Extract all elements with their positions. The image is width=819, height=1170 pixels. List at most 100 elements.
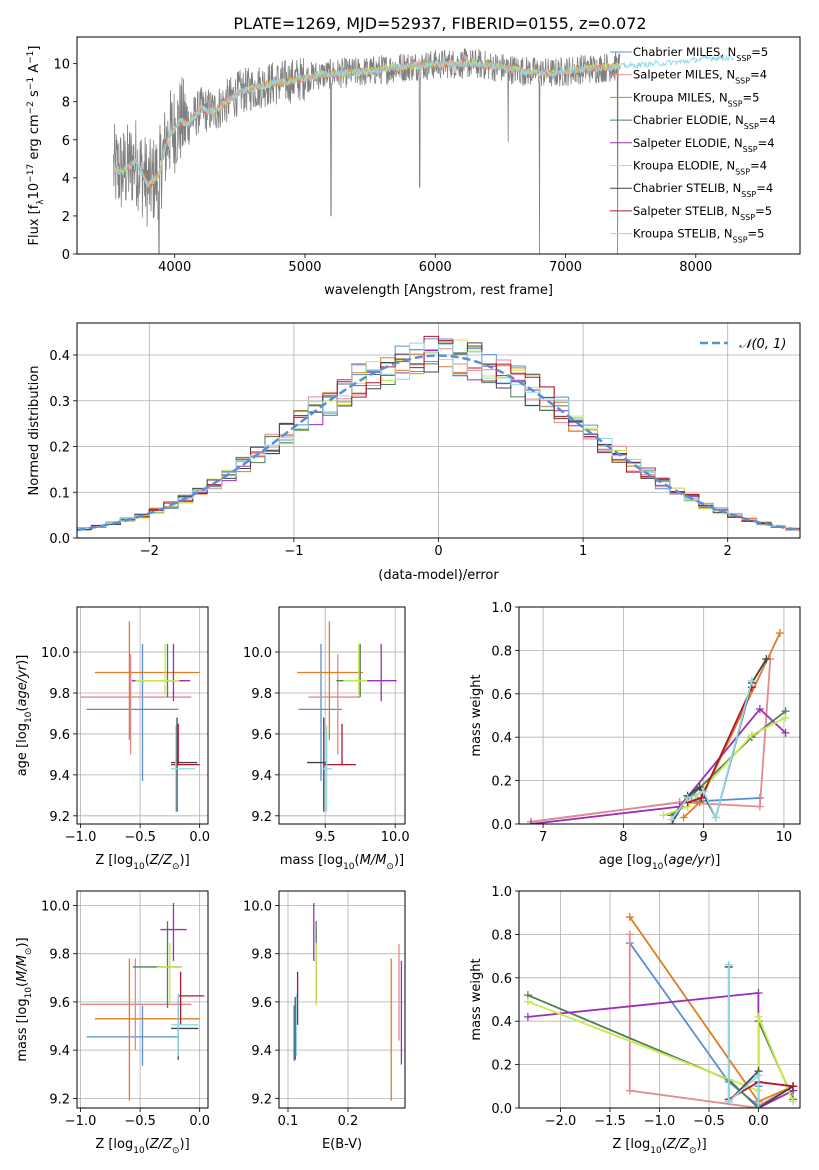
mass_vs_Z-ytick-label: 9.8 <box>49 948 70 963</box>
weight-point-marker <box>724 1097 733 1106</box>
weight-point-marker <box>667 815 676 824</box>
mass_vs_EBV-ytick-label: 9.6 <box>251 996 272 1011</box>
legend-entry: Chabrier STELIB, NSSP=4 <box>633 181 773 199</box>
age_vs_Z-xlabel-part: ⊙ <box>172 862 180 872</box>
legend-entry: Kroupa ELODIE, NSSP=4 <box>633 159 767 177</box>
spectrum-ylabel-part: erg cm <box>27 114 42 163</box>
mass_vs_EBV-ytick-label: 10.0 <box>243 899 272 914</box>
spectrum-ylabel-part: λ <box>36 199 46 205</box>
spectrum-frame <box>76 36 801 255</box>
mass_vs_Z-xtick-label: −1.0 <box>65 1114 97 1129</box>
age_vs_mass-xlabel-part: )] <box>394 853 404 868</box>
mass_vs_Z-frame <box>76 890 209 1109</box>
spectrum-ticks: 4000 5000 6000 7000 8000 0 2 4 6 8 10 <box>53 58 712 275</box>
mass_vs_EBV-ytick-label: 9.8 <box>251 948 272 963</box>
mass_weight_vs_age-xtick-label: 10 <box>776 830 793 845</box>
mass_weight_vs_age-frame <box>518 606 801 825</box>
normal-curve <box>77 354 800 532</box>
mass_vs_Z-ytick-label: 9.2 <box>49 1092 70 1107</box>
spectrum-ylabel-part: Flux [f <box>27 204 42 245</box>
legend-text: Kroupa STELIB, N <box>633 227 733 241</box>
mass_vs_Z-xlabel-part: Z/Z <box>149 1137 173 1152</box>
mass_vs_Z-xlabel: Z [log10(Z/Z⊙)] <box>95 1137 189 1156</box>
mass_vs_Z-ylabel-part: )] <box>15 937 30 947</box>
weight-point-marker <box>789 1082 798 1091</box>
residuals-xtick-label: −1 <box>284 544 303 559</box>
age_vs_Z-ylabel-part: ( <box>15 707 30 712</box>
age_vs_Z-ytick-label: 9.6 <box>49 728 70 743</box>
mass_weight_vs_age-ytick-label: 0.0 <box>491 818 512 833</box>
age_vs_mass-ytick-label: 9.6 <box>251 728 272 743</box>
mass_weight_vs_Z-ytick-label: 0.2 <box>491 1059 512 1074</box>
legend-sub: SSP <box>743 144 758 153</box>
residuals-xtick-label: 1 <box>579 544 587 559</box>
legend-sub: SSP <box>744 122 759 131</box>
mass_vs_Z-xlabel-part: ( <box>145 1137 150 1152</box>
mass_vs_EBV-plot-area <box>293 903 403 1101</box>
weight-point-marker <box>747 731 756 740</box>
age_vs_mass-xlabel-part: ( <box>355 853 360 868</box>
legend-tail: =5 <box>743 90 760 104</box>
age_vs_Z-xtick-label: −0.5 <box>124 830 156 845</box>
mass_vs_Z-ytick-label: 9.6 <box>49 996 70 1011</box>
mass_weight_vs_age-ticks: 7 8 9 10 0.0 0.2 0.4 0.6 0.8 1.0 <box>491 601 792 845</box>
residuals-xtick-label: 2 <box>724 544 732 559</box>
legend-entry: Salpeter MILES, NSSP=4 <box>633 68 767 86</box>
residuals-histogram <box>77 342 800 531</box>
age_vs_Z-xlabel-part: ( <box>145 853 150 868</box>
mass_vs_EBV-xlabel: E(B-V) <box>322 1137 362 1152</box>
mass_vs_EBV-xtick-label: 0.2 <box>338 1114 359 1129</box>
weight-point-marker <box>527 820 536 824</box>
legend-text: Chabrier MILES, N <box>633 45 736 59</box>
legend-text: Salpeter ELODIE, N <box>633 136 743 150</box>
age_vs_Z-xtick-label: −1.0 <box>65 830 97 845</box>
mass_weight_vs_age-xlabel-part: 10 <box>652 862 664 872</box>
residuals-ytick-label: 0.3 <box>49 395 70 410</box>
age_vs_Z-ticks: −1.0 −0.5 0.0 9.2 9.4 9.6 9.8 10.0 <box>41 646 210 845</box>
spectrum-legend: Chabrier MILES, N SSP =5 Salpeter MILES, NS… <box>610 45 776 244</box>
mass_weight_vs_Z-xtick-label: −2.0 <box>545 1114 577 1129</box>
mass_weight_vs_Z-xlabel-part: Z [log <box>612 1137 650 1152</box>
normal-legend-label: 𝒩(0, 1) <box>739 337 786 352</box>
spectrum-xlabel: wavelength [Angstrom, rest frame] <box>324 283 553 298</box>
age_vs_Z-xlabel-part: 10 <box>133 862 145 872</box>
mass_vs_Z-xlabel-part: Z [log <box>95 1137 133 1152</box>
mass_vs_EBV-axes: 0.1 0.2 9.2 9.4 9.6 9.8 10.0 <box>243 891 405 1129</box>
mass_vs_Z-ylabel-part: mass [log <box>15 998 30 1061</box>
mass_vs_Z-ylabel-part: M/M <box>15 955 30 982</box>
weight-point-marker <box>724 960 733 969</box>
age_vs_Z-plot-area <box>80 621 200 812</box>
mass_weight_vs_Z-xlabel: Z [log10(Z/Z⊙)] <box>612 1137 706 1156</box>
weight-point-marker <box>697 793 706 802</box>
spectrum-ylabel-part: 10 <box>27 183 42 200</box>
mass_vs_Z-axes: −1.0 −0.5 0.0 9.2 9.4 9.6 9.8 10.0 <box>41 891 210 1129</box>
spectrum-xtick-label: 7000 <box>549 260 582 275</box>
mass_vs_Z-ylabel: mass [log10(M/M⊙)] <box>15 937 34 1061</box>
legend-entry: Chabrier ELODIE, NSSP=4 <box>633 113 776 131</box>
mass_weight_vs_age-ytick-label: 0.2 <box>491 775 512 790</box>
mass_weight_vs_age-xlabel-part: age [log <box>599 853 652 868</box>
mass_weight_vs_Z-xlabel-part: Z/Z <box>666 1137 690 1152</box>
age_vs_Z-ylabel-part: )] <box>15 655 30 665</box>
legend-entry: Kroupa STELIB, NSSP=5 <box>633 227 764 245</box>
mass_vs_Z-xlabel-part: 10 <box>133 1146 145 1156</box>
age_vs_Z-ylabel-part: age/yr <box>15 663 30 706</box>
mass_vs_Z-xlabel-part: ⊙ <box>172 1146 180 1156</box>
weight-point-marker <box>625 913 634 922</box>
weight-point-marker <box>755 802 764 811</box>
mass_vs_Z-ylabel-part: ( <box>15 982 30 987</box>
spectrum-ylabel-part: −1 <box>26 77 36 90</box>
residuals-frame <box>76 322 801 539</box>
mass_weight_vs_Z-ylabel: mass weight <box>469 958 484 1040</box>
mass_weight_vs_Z-xtick-label: −1.5 <box>594 1114 626 1129</box>
figure-title: PLATE=1269, MJD=52937, FIBERID=0155, z=0… <box>233 14 646 33</box>
age_vs_Z-xlabel-part: Z/Z <box>149 853 173 868</box>
weight-series-line <box>727 964 760 1108</box>
legend-sub: SSP <box>733 235 748 244</box>
weight-point-marker <box>762 655 771 664</box>
mass_vs_Z-ytick-label: 10.0 <box>41 899 70 914</box>
mass_weight_vs_Z-xlabel-part: ⊙ <box>689 1146 697 1156</box>
mass_vs_Z-grid <box>77 891 208 1108</box>
mass_weight_vs_age-xlabel-part: )] <box>710 853 720 868</box>
spectrum-model-line <box>113 58 621 188</box>
